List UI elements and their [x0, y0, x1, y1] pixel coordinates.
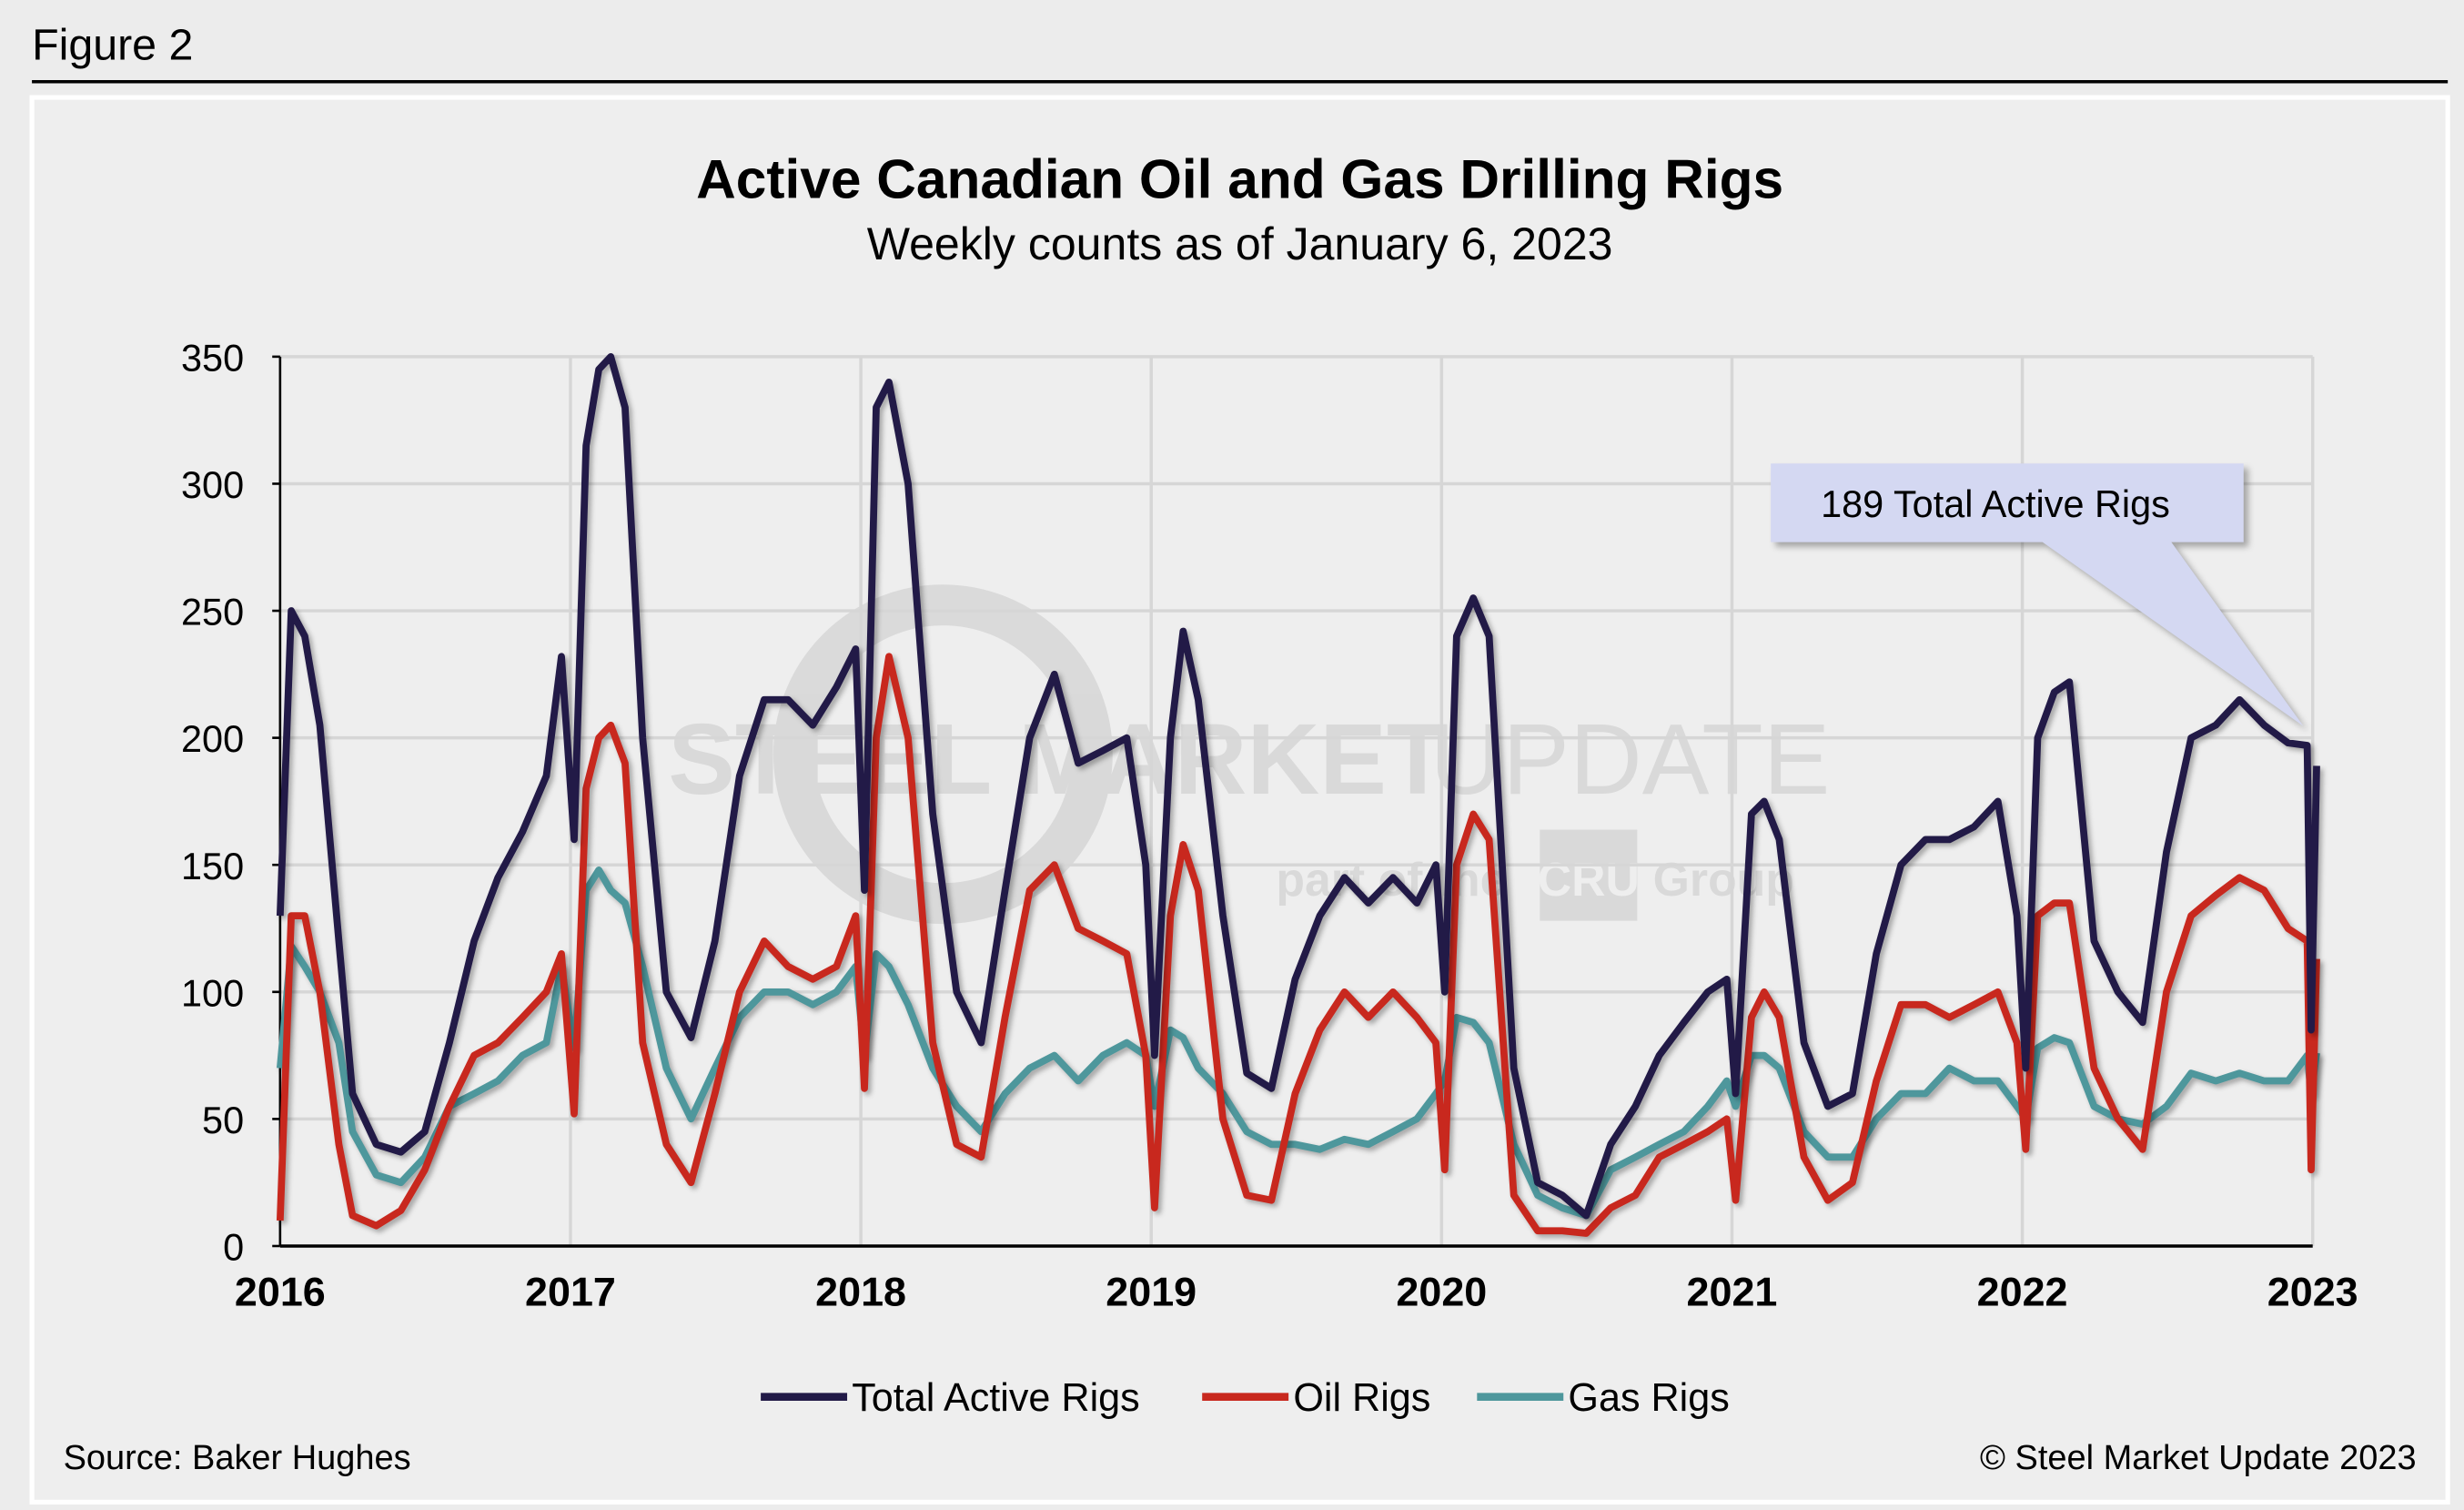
legend-label: Gas Rigs [1568, 1376, 1729, 1420]
watermark-group: Group [1653, 853, 1794, 906]
legend-label: Oil Rigs [1293, 1376, 1430, 1420]
legend-label: Total Active Rigs [852, 1376, 1140, 1420]
y-axis: 0 50 100 150 200 250 300 350 [181, 336, 282, 1269]
y-tick-label: 250 [181, 591, 244, 633]
y-tick-label: 150 [181, 845, 244, 887]
copyright-note: © Steel Market Update 2023 [1980, 1439, 2417, 1477]
x-tick-label: 2017 [525, 1269, 616, 1315]
chart-panel [29, 95, 2450, 1505]
x-tick-label: 2018 [815, 1269, 906, 1315]
y-tick-label: 200 [181, 717, 244, 760]
annotation-callout: 189 Total Active Rigs [1771, 463, 2304, 726]
watermark-text-bold: STEEL MARKET [668, 704, 1448, 816]
x-tick-label: 2023 [2267, 1269, 2358, 1315]
callout-text: 189 Total Active Rigs [1821, 482, 2170, 525]
y-tick-label: 300 [181, 463, 244, 506]
chart-title: Active Canadian Oil and Gas Drilling Rig… [696, 148, 1783, 210]
y-tick-label: 350 [181, 336, 244, 379]
x-tick-label: 2016 [235, 1269, 326, 1315]
x-tick-label: 2022 [1977, 1269, 2068, 1315]
source-note: Source: Baker Hughes [64, 1439, 411, 1477]
x-axis: 2016 2017 2018 2019 2020 2021 2022 2023 [235, 1244, 2358, 1315]
series-lines [276, 352, 2320, 1237]
legend: Total Active Rigs Oil Rigs Gas Rigs [761, 1376, 1730, 1420]
y-tick-label: 50 [202, 1099, 244, 1141]
series-line-oil-rigs [276, 653, 2320, 1237]
x-tick-label: 2019 [1106, 1269, 1197, 1315]
x-tick-label: 2020 [1396, 1269, 1487, 1315]
watermark-badge-text: CRU [1538, 853, 1640, 906]
watermark-text-light: UPDATE [1430, 704, 1831, 816]
x-tick-label: 2021 [1687, 1269, 1778, 1315]
y-tick-label: 100 [181, 971, 244, 1014]
y-tick-label: 0 [223, 1226, 244, 1269]
series-line-total-active-rigs [276, 352, 2320, 1220]
chart-subtitle: Weekly counts as of January 6, 2023 [867, 218, 1613, 269]
callout-box [1771, 463, 2304, 726]
figure-label: Figure 2 [32, 21, 193, 70]
watermark-badge [1540, 829, 1638, 921]
